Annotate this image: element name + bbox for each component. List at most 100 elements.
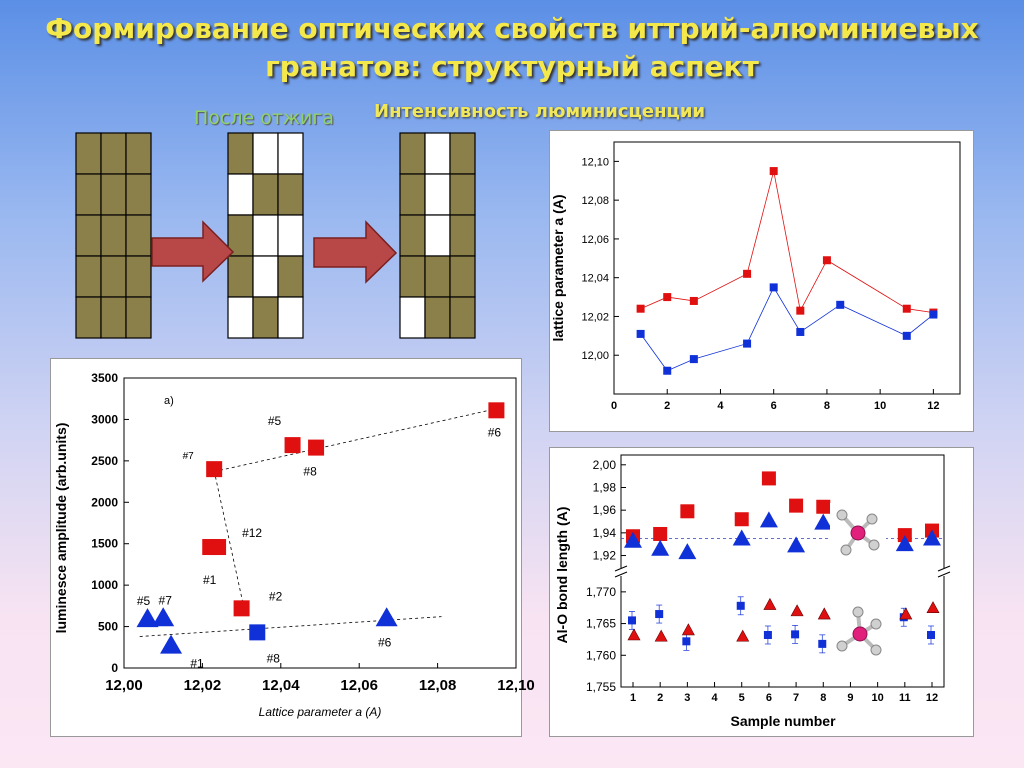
bond-point-red-triangle xyxy=(817,607,831,620)
data-point-label: #8 xyxy=(303,465,317,479)
x-tick-label: 10 xyxy=(872,692,884,704)
x-tick-label: 2 xyxy=(664,400,670,412)
grid-cell-filled xyxy=(125,132,152,175)
x-tick-label: 8 xyxy=(820,692,826,704)
x-tick-label: 2 xyxy=(657,692,663,704)
panel-a-label: a) xyxy=(164,395,174,407)
bond-point-red-square xyxy=(653,526,668,541)
series-point xyxy=(663,366,672,375)
y-tick-label: 12,06 xyxy=(581,234,609,246)
grid-cell-filled xyxy=(277,173,304,216)
bond-point-blue-triangle xyxy=(759,511,778,528)
grid-cell-filled xyxy=(424,255,451,298)
data-point-label: #8 xyxy=(267,651,281,665)
bond-point-red-triangle xyxy=(926,601,940,614)
data-point-triangle xyxy=(152,607,175,627)
lattice-chart-panel xyxy=(549,130,974,432)
arrow-right-2 xyxy=(313,220,398,284)
series-point xyxy=(743,339,752,348)
x-tick-label: 6 xyxy=(771,400,777,412)
bond-point-red-triangle xyxy=(763,597,777,610)
grid-cell-filled xyxy=(100,132,127,175)
fit-line-upper xyxy=(214,407,501,473)
grid-cell-filled xyxy=(227,255,254,298)
extra-point-label: #1 xyxy=(203,573,217,587)
grid-cell-filled xyxy=(449,296,476,339)
grid-cell-filled xyxy=(277,255,304,298)
bond-point-blue-triangle xyxy=(923,529,941,546)
grid-cell-filled xyxy=(100,214,127,257)
grid-cell-filled xyxy=(399,214,426,257)
bond-length-chart: 1,92 1,94 1,96 1,98 2,00 1,755 1,760 1,765 1,770… xyxy=(554,454,951,729)
title-line-2: гранатов: структурный аспект xyxy=(265,50,759,83)
y-tick-label: 2500 xyxy=(91,454,118,468)
bond-point-blue-triangle xyxy=(732,529,751,546)
bond-chart-panel xyxy=(549,447,974,737)
grid-cell-filled xyxy=(125,173,152,216)
data-point-square xyxy=(308,439,325,456)
y-tick-label: 1500 xyxy=(91,537,118,551)
bond-point-red-square xyxy=(816,499,831,514)
x-tick-label: 9 xyxy=(847,692,853,704)
molecule-model-icon-upper xyxy=(830,503,886,563)
data-point-square xyxy=(210,539,227,556)
x-tick-label: 3 xyxy=(684,692,690,704)
luminescence-intensity-label: Интенсивность люминисценции xyxy=(374,101,706,122)
grid-initial xyxy=(75,132,152,339)
y-tick-label: 1,96 xyxy=(593,503,617,517)
axis-break-mark-left-2 xyxy=(614,571,628,578)
series-point xyxy=(636,329,645,338)
y-tick-label: 3500 xyxy=(91,371,118,385)
bond-point-blue-triangle xyxy=(624,531,642,548)
series-point xyxy=(902,304,911,313)
series-point xyxy=(929,310,938,319)
x-tick-label: 12 xyxy=(926,692,938,704)
bond-point-red-square xyxy=(680,504,695,519)
slide-title: Формирование оптических свойств иттрий-а… xyxy=(0,10,1024,86)
grid-cell-filled xyxy=(75,255,102,298)
grid-luminescence xyxy=(399,132,476,339)
bond-point-red-square xyxy=(761,471,776,486)
y-tick-label: 2,00 xyxy=(593,458,617,472)
bond-point-red-triangle xyxy=(654,629,668,642)
series-point xyxy=(902,331,911,340)
data-point-label: #6 xyxy=(378,635,392,649)
data-point-label: #6 xyxy=(488,425,502,439)
bond-point-red-triangle xyxy=(899,607,913,620)
bond-point-red-triangle xyxy=(681,623,695,636)
y-tick-label: 1,770 xyxy=(586,585,616,599)
grid-cell-filled xyxy=(125,214,152,257)
grid-cell-empty xyxy=(277,132,304,175)
lattice-plot-frame xyxy=(613,141,961,395)
y-tick-label: 1,98 xyxy=(593,480,617,494)
grid-cell-empty xyxy=(277,296,304,339)
grid-cell-filled xyxy=(75,173,102,216)
bond-point-blue-square xyxy=(791,630,800,639)
axis-break-mark-right-2 xyxy=(937,571,951,578)
series-point xyxy=(663,293,672,302)
lattice-chart: 12,00 12,02 12,04 12,06 12,08 12,10 0 2 4 6 8 10 12… xyxy=(550,141,961,412)
bond-point-blue-triangle xyxy=(895,535,914,552)
y-tick-label: 1,760 xyxy=(586,648,616,662)
grid-cell-filled xyxy=(125,296,152,339)
grid-cell-filled xyxy=(252,296,279,339)
data-point-label: #5 xyxy=(137,594,151,608)
y-tick-label: 12,08 xyxy=(581,195,609,207)
bond-point-blue-square xyxy=(655,610,664,619)
y-tick-label: 0 xyxy=(111,661,118,675)
x-tick-label: 1 xyxy=(630,692,636,704)
series-point xyxy=(743,269,752,278)
bond-point-blue-triangle xyxy=(651,539,670,556)
series-point xyxy=(822,256,831,265)
molecule-model-icon-lower xyxy=(834,604,884,662)
grid-cell-filled xyxy=(399,255,426,298)
grid-cell-filled xyxy=(449,132,476,175)
grid-cell-filled xyxy=(449,214,476,257)
arrow-right-1 xyxy=(151,220,235,283)
amplitude-chart: 0 500 1000 1500 2000 2500 3000 3500 12,00 12,02 1… xyxy=(53,371,535,719)
bond-point-red-triangle xyxy=(627,628,641,641)
data-point-square xyxy=(206,461,223,478)
bond-point-blue-square xyxy=(763,630,772,639)
x-tick-label: 4 xyxy=(717,400,724,412)
